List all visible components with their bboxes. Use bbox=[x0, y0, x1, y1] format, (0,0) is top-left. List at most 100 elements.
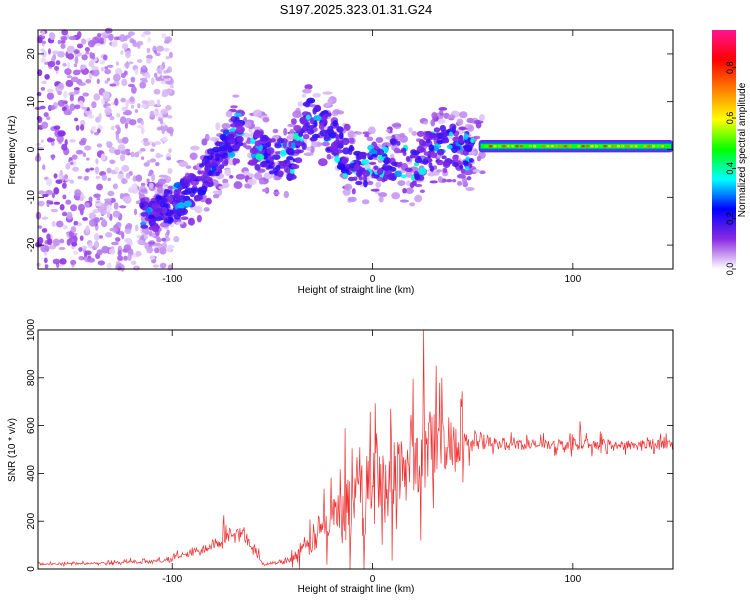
spectrogram-cell bbox=[254, 163, 261, 171]
spectrogram-cell bbox=[127, 83, 135, 88]
spectrogram-cell bbox=[306, 98, 314, 104]
spectrogram-cell bbox=[368, 156, 374, 161]
spectrogram-cell bbox=[436, 159, 444, 166]
spectrogram-cell bbox=[303, 152, 314, 157]
spectrogram-cell bbox=[377, 167, 384, 176]
spectrogram-cell bbox=[139, 148, 146, 152]
spectrogram-cell bbox=[358, 176, 363, 181]
spectrogram-cell bbox=[375, 148, 385, 156]
spectrogram-cell bbox=[224, 168, 232, 177]
spectrogram-cell bbox=[61, 106, 67, 112]
spectrogram-cell bbox=[312, 92, 321, 98]
spectrogram-cell bbox=[136, 59, 143, 63]
spectrogram-cell bbox=[285, 147, 294, 155]
spectrogram-cell bbox=[437, 148, 445, 156]
spectrogram-cell bbox=[187, 217, 195, 226]
spectrogram-cell bbox=[167, 66, 173, 73]
spectrogram-cell bbox=[81, 54, 88, 61]
spectrogram-cell bbox=[344, 183, 353, 191]
spectrogram-cell bbox=[77, 175, 83, 180]
steady-line-cell bbox=[568, 144, 572, 148]
spectrogram-cell bbox=[140, 224, 149, 229]
spectrogram-cell bbox=[442, 167, 448, 174]
spectrogram-cell bbox=[207, 178, 213, 184]
spectrogram-cell bbox=[69, 103, 76, 111]
spectrogram-cell bbox=[175, 195, 183, 201]
spectrogram-cell bbox=[49, 32, 56, 41]
spectrogram-cell bbox=[96, 183, 103, 191]
spectrogram-cell bbox=[61, 143, 68, 151]
spectrogram-cell bbox=[85, 78, 92, 84]
spectrogram-cell bbox=[206, 155, 214, 161]
spectrogram-cell bbox=[159, 246, 167, 255]
spectrogram-cell bbox=[129, 119, 137, 126]
spectrogram-cell bbox=[208, 170, 214, 176]
spectrogram-cell bbox=[62, 225, 68, 230]
spectrogram-cell bbox=[110, 197, 116, 203]
spectrogram-cell bbox=[72, 250, 79, 255]
steady-line-cell bbox=[493, 144, 497, 148]
spectrogram-cell bbox=[84, 46, 90, 52]
spectrogram-cell bbox=[41, 80, 47, 85]
spectrogram-cell bbox=[155, 76, 162, 82]
spectrogram-cell bbox=[71, 241, 78, 247]
spectrogram-cell bbox=[85, 51, 90, 55]
snr-y-tick-label: 600 bbox=[26, 417, 37, 434]
spectrogram-cell bbox=[137, 103, 141, 109]
spectrogram-cell bbox=[414, 173, 421, 181]
spectrogram-cell bbox=[100, 67, 105, 72]
spectrogram-cell bbox=[64, 68, 72, 75]
spectrogram-cell bbox=[136, 235, 141, 239]
spectrogram-cell bbox=[150, 148, 155, 152]
spectrogram-cell bbox=[153, 216, 163, 221]
spectrogram-cell bbox=[47, 238, 53, 246]
spectrogram-cell bbox=[151, 173, 156, 182]
spectrogram-xlabel: Height of straight line (km) bbox=[298, 285, 415, 296]
spectrogram-cell bbox=[163, 188, 168, 197]
spectrogram-cell bbox=[43, 257, 48, 264]
spectrogram-cell bbox=[168, 148, 172, 154]
spectrogram-cell bbox=[165, 105, 172, 111]
colorbar-tick-label: 0.4 bbox=[725, 162, 735, 175]
spectrogram-cell bbox=[131, 104, 135, 109]
spectrogram-cell bbox=[140, 126, 145, 135]
steady-line-cell bbox=[546, 144, 550, 148]
spectrogram-cell bbox=[70, 226, 77, 233]
spectrogram-cell bbox=[391, 123, 402, 128]
spectrogram-cell bbox=[399, 199, 410, 203]
spectrogram-cell bbox=[37, 190, 46, 195]
spectrogram-cell bbox=[266, 147, 275, 155]
spectrogram-cell bbox=[347, 130, 355, 139]
spectrogram-cell bbox=[222, 178, 229, 184]
spectrogram-cell bbox=[56, 134, 64, 143]
spectrogram-cell bbox=[58, 83, 63, 89]
spectrogram-cell bbox=[219, 133, 227, 141]
spec-y-tick-label: 20 bbox=[26, 48, 37, 60]
spectrogram-cell bbox=[144, 72, 151, 79]
spectrogram-cell bbox=[259, 134, 269, 142]
spectrogram-cell bbox=[101, 245, 110, 254]
spectrogram-cell bbox=[251, 158, 258, 166]
spectrogram-cell bbox=[472, 169, 481, 173]
steady-line-cell bbox=[586, 144, 590, 148]
spectrogram-cell bbox=[134, 224, 139, 232]
spectrogram-cell bbox=[441, 155, 447, 160]
spectrogram-cell bbox=[109, 115, 115, 121]
spectrogram-cell bbox=[214, 141, 223, 146]
spectrogram-cell bbox=[419, 189, 425, 193]
spectrogram-cell bbox=[66, 211, 73, 220]
spectrogram-cell bbox=[475, 121, 482, 129]
spectrogram-cell bbox=[232, 157, 237, 166]
spectrogram-cell bbox=[414, 194, 423, 203]
spectrogram-cell bbox=[36, 262, 41, 268]
spectrogram-cell bbox=[158, 174, 168, 178]
spectrogram-cell bbox=[76, 31, 82, 39]
spectrogram-cell bbox=[290, 118, 297, 125]
spectrogram-cell bbox=[53, 125, 61, 130]
spectrogram-cell bbox=[73, 63, 78, 68]
spectrogram-cell bbox=[413, 162, 420, 167]
spectrogram-cell bbox=[326, 153, 332, 160]
spectrogram-cell bbox=[356, 131, 362, 136]
